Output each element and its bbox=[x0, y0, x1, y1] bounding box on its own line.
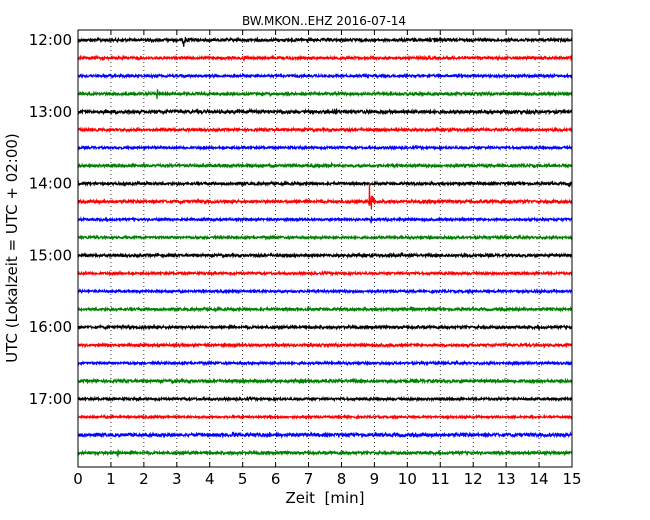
trace-line bbox=[77, 107, 573, 116]
x-tick-label: 7 bbox=[304, 470, 314, 488]
trace-line bbox=[77, 251, 573, 260]
trace-line bbox=[77, 323, 573, 331]
trace-line bbox=[77, 270, 573, 277]
x-tick-label: 15 bbox=[562, 470, 581, 488]
y-axis-ticks: 12:00 13:00 14:00 15:00 16:00 17:00 bbox=[29, 31, 572, 408]
plot-frame bbox=[77, 29, 573, 468]
x-axis-label: Zeit [min] bbox=[285, 489, 364, 507]
y-tick-label: 15:00 bbox=[29, 246, 72, 264]
x-tick-label: 3 bbox=[172, 470, 182, 488]
x-tick-label: 1 bbox=[106, 470, 116, 488]
trace-line bbox=[77, 89, 573, 100]
trace-line bbox=[77, 449, 573, 458]
x-tick-label: 6 bbox=[271, 470, 281, 488]
trace-line bbox=[77, 126, 573, 134]
x-axis-ticks: 0 1 2 3 4 5 6 7 8 9 10 11 12 13 14 15 bbox=[73, 30, 582, 488]
trace-line bbox=[77, 179, 573, 188]
x-tick-label: 4 bbox=[205, 470, 215, 488]
x-tick-label: 8 bbox=[337, 470, 347, 488]
x-tick-label: 12 bbox=[464, 470, 483, 488]
trace-line bbox=[77, 36, 573, 47]
x-tick-label: 10 bbox=[398, 470, 417, 488]
y-tick-label: 17:00 bbox=[29, 390, 72, 408]
trace-line bbox=[77, 216, 573, 224]
trace-line bbox=[77, 395, 573, 403]
y-tick-label: 16:00 bbox=[29, 318, 72, 336]
trace-line bbox=[77, 305, 573, 313]
y-tick-label: 13:00 bbox=[29, 103, 72, 121]
x-tick-label: 0 bbox=[73, 470, 83, 488]
chart-title: BW.MKON..EHZ 2016-07-14 bbox=[242, 14, 406, 28]
x-tick-label: 2 bbox=[139, 470, 149, 488]
x-tick-label: 14 bbox=[530, 470, 549, 488]
trace-line bbox=[77, 72, 573, 80]
trace-line bbox=[77, 359, 573, 367]
trace-series bbox=[77, 36, 573, 458]
y-tick-label: 12:00 bbox=[29, 31, 72, 49]
trace-line bbox=[77, 182, 573, 210]
y-tick-label: 14:00 bbox=[29, 175, 72, 193]
trace-line bbox=[77, 430, 573, 439]
trace-line bbox=[77, 144, 573, 152]
trace-line bbox=[77, 161, 573, 170]
grid-lines bbox=[110, 30, 540, 467]
x-tick-label: 5 bbox=[238, 470, 248, 488]
trace-line bbox=[77, 233, 573, 241]
trace-line bbox=[77, 287, 573, 295]
trace-line bbox=[77, 377, 573, 385]
x-tick-label: 9 bbox=[370, 470, 380, 488]
y-axis-label: UTC (Lokalzeit = UTC + 02:00) bbox=[3, 133, 21, 363]
x-tick-label: 11 bbox=[431, 470, 450, 488]
trace-line bbox=[77, 413, 573, 421]
trace-line bbox=[77, 54, 573, 63]
trace-line bbox=[77, 341, 573, 349]
x-tick-label: 13 bbox=[497, 470, 516, 488]
